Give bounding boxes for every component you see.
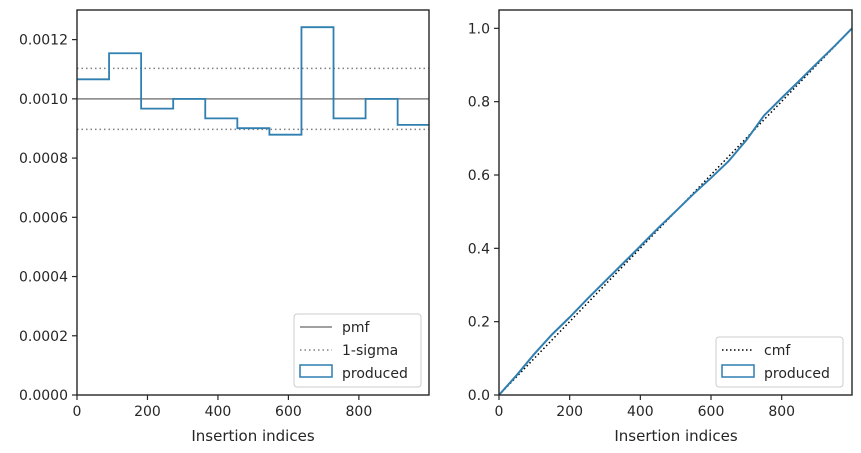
legend-swatch-produced xyxy=(299,364,333,378)
pmf-legend: pmf 1-sigma produced xyxy=(293,313,422,388)
x-tick-label: 800 xyxy=(768,404,795,420)
legend-box xyxy=(715,336,844,388)
produced-line-series xyxy=(499,27,852,395)
y-tick-label: 0.0010 xyxy=(19,92,68,108)
y-tick-label: 0.0000 xyxy=(19,388,68,404)
x-axis-label: Insertion indices xyxy=(191,427,314,445)
y-tick-label: 0.0 xyxy=(468,388,490,404)
y-tick-label: 0.8 xyxy=(468,95,490,111)
y-tick-label: 0.0012 xyxy=(19,33,68,49)
produced-step-series xyxy=(77,26,429,136)
cmf-legend: cmf produced xyxy=(715,336,844,388)
y-tick-label: 0.0006 xyxy=(19,210,68,226)
legend-label-produced: produced xyxy=(342,366,408,382)
x-tick-label: 600 xyxy=(275,404,302,420)
cmf-panel: 0 200 400 600 800 0.0 0.2 0.4 0.6 0.8 1.0 cmf prod… xyxy=(468,9,853,445)
legend-label-sigma: 1-sigma xyxy=(342,343,398,359)
y-tick-label: 0.2 xyxy=(468,315,490,331)
x-tick-label: 400 xyxy=(627,404,654,420)
x-tick-label: 0 xyxy=(495,404,504,420)
x-tick-label: 600 xyxy=(698,404,725,420)
cmf-line-series xyxy=(499,27,852,395)
y-tick-label: 0.4 xyxy=(468,241,490,257)
x-tick-label: 0 xyxy=(73,404,82,420)
x-tick-label: 400 xyxy=(205,404,232,420)
axes-frame xyxy=(498,9,853,396)
legend-label-produced: produced xyxy=(764,366,830,382)
y-tick-label: 0.0002 xyxy=(19,329,68,345)
pmf-panel: 0 200 400 600 800 0.0000 0.0002 0.0004 0.0006 0.0… xyxy=(19,9,430,445)
axes-frame xyxy=(76,9,430,396)
legend-label-pmf: pmf xyxy=(342,320,371,336)
legend-label-cmf: cmf xyxy=(764,343,791,359)
legend-box xyxy=(293,313,422,388)
y-tick-label: 1.0 xyxy=(468,21,490,37)
y-tick-label: 0.0008 xyxy=(19,151,68,167)
x-tick-label: 200 xyxy=(134,404,161,420)
x-tick-label: 200 xyxy=(556,404,583,420)
legend-swatch-produced xyxy=(721,364,755,378)
x-axis-label: Insertion indices xyxy=(614,427,737,445)
y-tick-label: 0.6 xyxy=(468,168,490,184)
x-tick-label: 800 xyxy=(346,404,373,420)
y-tick-label: 0.0004 xyxy=(19,270,68,286)
